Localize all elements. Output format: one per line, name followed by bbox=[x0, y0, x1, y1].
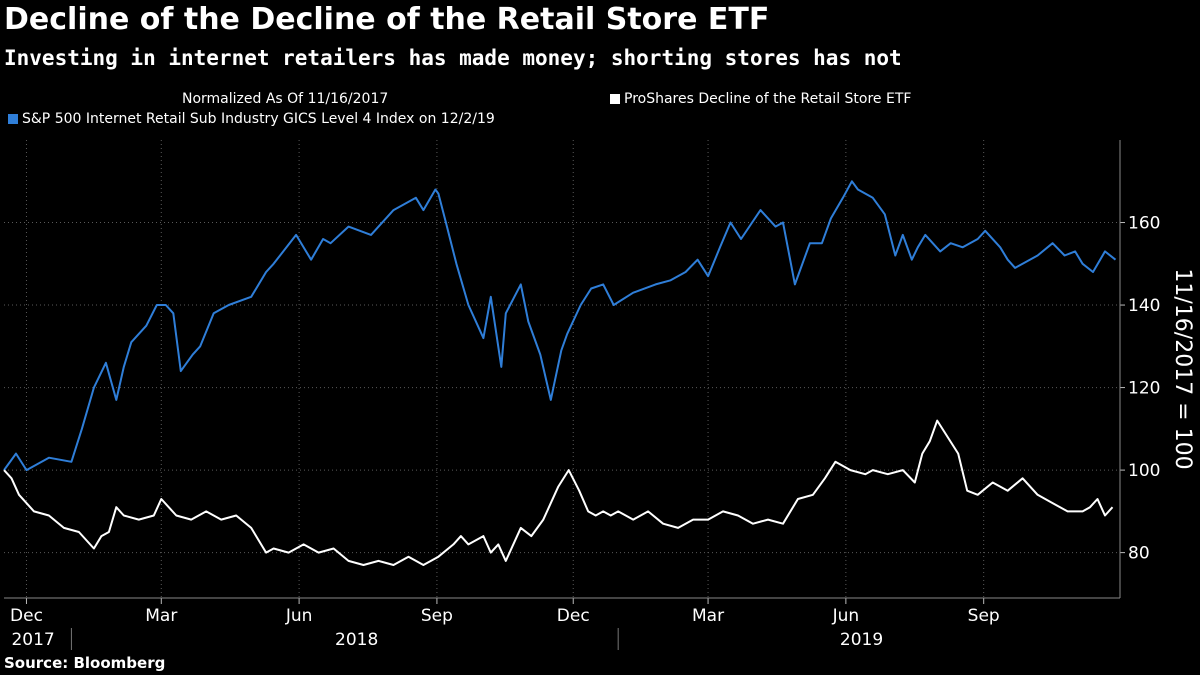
xtick-label-jun-2: Jun bbox=[285, 606, 313, 626]
source-note: Source: Bloomberg bbox=[4, 654, 166, 672]
series-lines bbox=[3, 180, 1117, 566]
year-label-2017: 2017 bbox=[11, 630, 54, 650]
axes bbox=[4, 140, 1125, 650]
chart-title: Decline of the Decline of the Retail Sto… bbox=[4, 2, 770, 37]
normalized-note: Normalized As Of 11/16/2017 bbox=[182, 91, 389, 107]
legend-item-etf: ProShares Decline of the Retail Store ET… bbox=[610, 91, 911, 107]
gridlines bbox=[4, 140, 1120, 598]
xtick-label-sep-7: Sep bbox=[968, 606, 1000, 626]
xtick-label-dec-4: Dec bbox=[557, 606, 590, 626]
year-label-2019: 2019 bbox=[840, 630, 883, 650]
y-axis-label: 11/16/2017 = 100 bbox=[1170, 268, 1195, 469]
xtick-label-dec-0: Dec bbox=[10, 606, 43, 626]
legend-swatch-etf bbox=[610, 94, 620, 104]
xtick-label-jun-6: Jun bbox=[832, 606, 860, 626]
series-line-internet-retail-index bbox=[3, 180, 1117, 472]
ytick-label-120: 120 bbox=[1128, 379, 1160, 399]
ytick-label-140: 140 bbox=[1128, 296, 1160, 316]
axis-labels: 80 100 120 140 160 Dec Mar Jun Sep Dec Mar Jun Sep 20… bbox=[10, 214, 1195, 650]
legend-swatch-index bbox=[8, 114, 18, 124]
ytick-label-80: 80 bbox=[1128, 544, 1150, 564]
year-label-2018: 2018 bbox=[335, 630, 378, 650]
legend-label-index: S&P 500 Internet Retail Sub Industry GIC… bbox=[22, 111, 495, 127]
legend-item-index: S&P 500 Internet Retail Sub Industry GIC… bbox=[8, 111, 495, 127]
series-line-retail-store-etf bbox=[3, 419, 1114, 566]
xtick-label-mar-1: Mar bbox=[145, 606, 177, 626]
xtick-label-mar-5: Mar bbox=[692, 606, 724, 626]
chart-subtitle: Investing in internet retailers has made… bbox=[4, 46, 902, 70]
ytick-label-100: 100 bbox=[1128, 461, 1160, 481]
legend-label-etf: ProShares Decline of the Retail Store ET… bbox=[624, 91, 912, 107]
xtick-label-sep-3: Sep bbox=[421, 606, 453, 626]
ytick-label-160: 160 bbox=[1128, 214, 1160, 234]
